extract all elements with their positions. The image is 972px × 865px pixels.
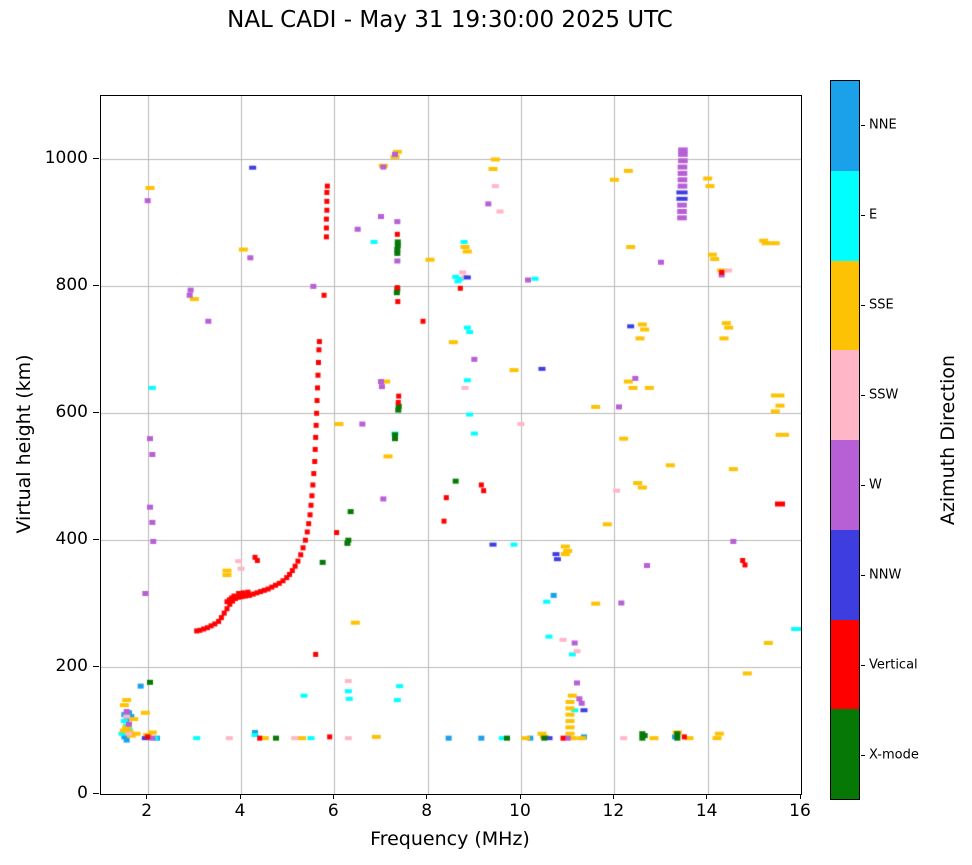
colorbar-segment-e [831, 170, 859, 261]
colorbar-segment-x-mode [831, 709, 859, 799]
colorbar-tick-label-nne: NNE [869, 117, 897, 133]
colorbar-segment-nne [831, 81, 859, 171]
x-tick-mark [239, 794, 241, 799]
ionogram-canvas [101, 96, 801, 794]
colorbar-tick-mark [861, 214, 865, 216]
y-tick-label: 1000 [44, 148, 88, 169]
x-tick-mark [519, 794, 521, 799]
colorbar-tick-label-w: W [869, 477, 882, 493]
chart-title: NAL CADI - May 31 19:30:00 2025 UTC [227, 7, 673, 33]
x-tick-label: 2 [141, 801, 153, 821]
x-axis-label: Frequency (MHz) [370, 828, 530, 850]
colorbar-segment-vertical [831, 619, 859, 710]
y-tick-mark [93, 792, 99, 794]
colorbar-segment-nnw [831, 529, 859, 620]
colorbar-tick-mark [861, 304, 865, 306]
y-tick-label: 200 [55, 656, 88, 677]
colorbar-segment-sse [831, 260, 859, 351]
colorbar-tick-mark [861, 574, 865, 576]
colorbar-tick-label-vertical: Vertical [869, 657, 918, 673]
colorbar-tick-label-e: E [869, 207, 878, 223]
colorbar-tick-mark [861, 754, 865, 756]
y-tick-label: 400 [55, 529, 88, 550]
x-tick-label: 10 [509, 801, 531, 821]
x-tick-mark [146, 794, 148, 799]
y-axis-label: Virtual height (km) [13, 354, 35, 534]
x-tick-mark [332, 794, 334, 799]
y-tick-label: 0 [77, 783, 88, 803]
y-tick-mark [93, 665, 99, 667]
y-tick-label: 800 [55, 275, 88, 296]
colorbar-tick-mark [861, 484, 865, 486]
y-tick-mark [93, 538, 99, 540]
colorbar-tick-mark [861, 664, 865, 666]
colorbar-tick-label-ssw: SSW [869, 387, 899, 403]
colorbar-tick-mark [861, 394, 865, 396]
y-tick-mark [93, 284, 99, 286]
x-tick-mark [426, 794, 428, 799]
x-tick-label: 4 [234, 801, 246, 821]
colorbar-segment-ssw [831, 350, 859, 440]
colorbar [830, 80, 860, 800]
colorbar-label: Azimuth Direction [937, 354, 959, 526]
x-tick-mark [706, 794, 708, 799]
y-tick-label: 600 [55, 402, 88, 423]
x-tick-label: 8 [421, 801, 433, 821]
x-tick-label: 12 [602, 801, 625, 821]
plot-area [100, 95, 802, 795]
colorbar-tick-label-sse: SSE [869, 297, 894, 313]
x-tick-mark [612, 794, 614, 799]
y-tick-mark [93, 157, 99, 159]
y-tick-mark [93, 411, 99, 413]
x-tick-label: 16 [789, 801, 811, 821]
colorbar-tick-mark [861, 124, 865, 126]
colorbar-tick-label-nnw: NNW [869, 567, 902, 583]
x-tick-label: 14 [695, 801, 718, 821]
x-tick-label: 6 [327, 801, 339, 821]
colorbar-segment-w [831, 440, 859, 530]
x-tick-mark [799, 794, 801, 799]
colorbar-tick-label-x-mode: X-mode [869, 747, 919, 763]
